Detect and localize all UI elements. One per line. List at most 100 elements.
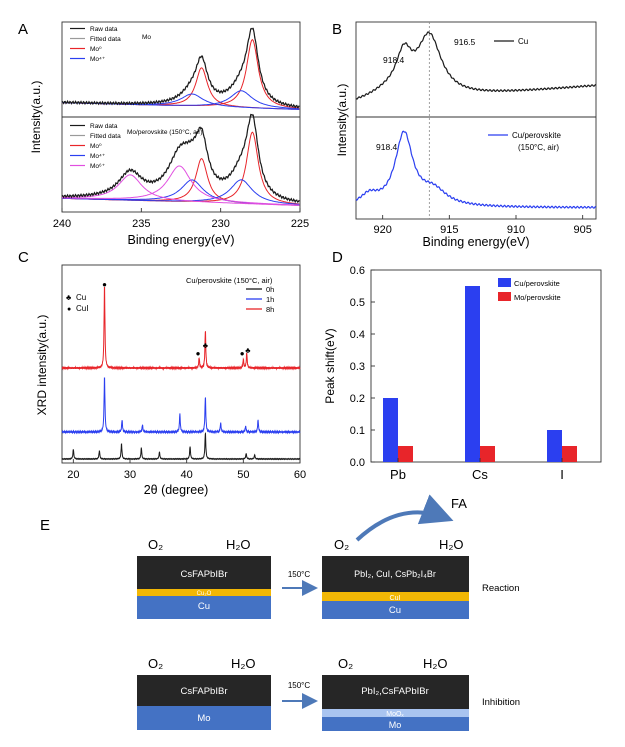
panel-c-xtick-label-3: 50: [237, 469, 249, 481]
panel-c-legend-cui: CuI: [76, 304, 88, 313]
panel-e: O₂ H₂O CsFAPbIBr Cu₂O Cu 150°C O₂ H₂O FA…: [137, 494, 520, 731]
panel-c-legend-cu-symbol: ♣: [66, 293, 72, 302]
panel-a-legend-label-0-2: Mo⁰: [90, 46, 102, 53]
panel-d-xticks: Pb Cs I: [390, 458, 564, 482]
panel-c-ylabel: XRD intensity(a.u.): [35, 315, 49, 416]
bottom-right-product-label: PbI₂,CsFAPbIBr: [361, 686, 429, 697]
panel-d-legend-cu-swatch: [498, 278, 511, 287]
panel-d-category-0: Pb: [390, 467, 406, 482]
panel-a-bottom-legend: Raw data Fitted data Mo⁰ Mo⁴⁺ Mo⁶⁺: [70, 123, 121, 170]
panel-label-c: C: [18, 249, 29, 266]
panel-c-series-1h: [61, 377, 301, 435]
panel-a-top-title: Mo: [142, 34, 151, 41]
panel-d: 0.0 0.1 0.2 0.3 0.4 0.5 0.6 Pb Cs I Peak shift(e…: [323, 265, 602, 482]
panel-c-xlabel: 2θ (degree): [144, 483, 209, 497]
panel-a-legend-label-0-0: Raw data: [90, 26, 118, 33]
top-left-gas-o2: O₂: [148, 537, 163, 552]
top-left-cu-layer: [137, 596, 271, 619]
panel-b-peak-label-916: 916.5: [454, 37, 476, 47]
panel-a-legend-label-1-3: Mo⁴⁺: [90, 153, 105, 160]
panel-c-legend-cui-symbol: ●: [67, 306, 71, 313]
panel-b-series-1: [355, 130, 597, 209]
panel-b-legend-cuperov-2: (150°C, air): [518, 143, 559, 152]
panel-d-ylabel: Peak shift(eV): [323, 328, 337, 403]
panel-c-series-8h: [61, 287, 301, 371]
top-outcome: Reaction: [482, 583, 520, 594]
top-left-perovskite-label: CsFAPbIBr: [181, 569, 228, 580]
top-left-cu2o-label: Cu₂O: [197, 591, 212, 597]
bottom-left-perovskite-layer: [137, 675, 271, 706]
panel-c-legend-cu: Cu: [76, 293, 86, 302]
panel-a-legend-label-0-3: Mo⁴⁺: [90, 56, 105, 63]
panel-d-bar-Pb-1: [398, 446, 413, 462]
top-right-cu-layer: [322, 601, 469, 619]
panel-c-curves: [61, 287, 301, 461]
panel-c: 20 30 40 50 60 ●♣● ● ♣ XRD intensity(a.u.) 2θ …: [35, 264, 306, 497]
panel-a-xtick-label-3: 225: [291, 218, 309, 230]
top-right-cu-label: Cu: [389, 605, 401, 616]
panel-c-annotation-1: ♣: [203, 341, 209, 350]
panel-c-legend-label-8h: 8h: [266, 305, 274, 314]
panel-b-xticks: 920 915 910 905: [373, 215, 592, 236]
panel-c-xtick-label-1: 30: [124, 469, 136, 481]
panel-a-xlabel: Binding energy(eV): [127, 233, 234, 247]
panel-a-legend-label-1-1: Fitted data: [90, 133, 121, 140]
panel-d-legend-cu: Cu/perovskite: [514, 279, 560, 288]
panel-a-xticks: 240 235 230 225: [53, 208, 309, 230]
panel-c-annotations: ●♣● ● ♣: [102, 280, 251, 358]
panel-c-xtick-label-4: 60: [294, 469, 306, 481]
panel-a-xtick-label-0: 240: [53, 218, 71, 230]
panel-b-series-0: [355, 31, 596, 100]
panel-d-bar-I-1: [562, 446, 577, 462]
bottom-condition: 150°C: [288, 681, 311, 690]
fa-label: FA: [451, 496, 467, 511]
panel-d-ytick-label-2: 0.2: [350, 393, 365, 405]
panel-d-ytick-label-1: 0.1: [350, 425, 365, 437]
panel-a: 240 235 230 225 Intensity(a.u.) Binding ene…: [29, 21, 309, 247]
panel-label-e: E: [40, 517, 50, 534]
panel-d-bars: [383, 286, 577, 462]
panel-a-peak-1-5: [62, 174, 300, 206]
panel-b-legend-cu: Cu: [518, 37, 528, 46]
panel-b-frame: [355, 21, 597, 220]
panel-d-legend-mo-swatch: [498, 292, 511, 301]
panel-b-ylabel: Intensity(a.u.): [335, 84, 349, 157]
panel-a-bottom-curves: [61, 113, 300, 206]
panel-c-legend-label-0h: 0h: [266, 285, 274, 294]
panel-b-xtick-label-2: 910: [507, 224, 525, 236]
panel-d-ytick-label-3: 0.3: [350, 361, 365, 373]
panel-b-peak-label-918: 918.4: [383, 55, 405, 65]
top-right-gas-o2: O₂: [334, 537, 349, 552]
panel-c-annotation-2: ●: [196, 349, 201, 358]
panel-d-category-1: Cs: [472, 467, 488, 482]
top-left-perovskite-layer: [137, 556, 271, 589]
top-condition: 150°C: [288, 570, 311, 579]
panel-c-frame: [61, 264, 301, 464]
panel-d-ytick-label-5: 0.5: [350, 297, 365, 309]
panel-d-ytick-label-6: 0.6: [350, 265, 365, 277]
panel-a-top-curves: [61, 27, 300, 110]
panel-label-a: A: [18, 21, 28, 38]
top-left-cu2o-layer: [137, 589, 271, 596]
panel-b-xtick-label-3: 905: [573, 224, 591, 236]
bottom-right-mo-label: Mo: [389, 720, 402, 730]
panel-label-d: D: [332, 249, 343, 266]
top-right-cui-layer: [322, 592, 469, 601]
panel-b-curves: [355, 31, 597, 209]
panel-c-xticks: 20 30 40 50 60: [67, 459, 306, 481]
panel-d-bar-Cs-0: [465, 286, 480, 462]
panel-c-xtick-label-0: 20: [67, 469, 79, 481]
panel-b-peak-label-918-bottom: 918.4: [376, 142, 398, 152]
panel-c-series-0h: [61, 432, 301, 461]
panel-a-xtick-label-1: 235: [132, 218, 150, 230]
panel-b-legend-cuperov-1: Cu/perovskite: [512, 131, 561, 140]
panel-d-bar-Pb-0: [383, 398, 398, 462]
panel-a-raw-1: [61, 113, 300, 204]
panel-a-top-legend: Raw data Fitted data Mo⁰ Mo⁴⁺: [70, 26, 121, 63]
bottom-right-product-layer: [322, 675, 469, 709]
bottom-right-moox-label: MoOₓ: [386, 711, 404, 718]
panel-d-legend-mo: Mo/perovskite: [514, 293, 561, 302]
panel-d-yticks: 0.0 0.1 0.2 0.3 0.4 0.5 0.6: [350, 265, 375, 469]
bottom-left-perovskite-label: CsFAPbIBr: [181, 686, 228, 697]
